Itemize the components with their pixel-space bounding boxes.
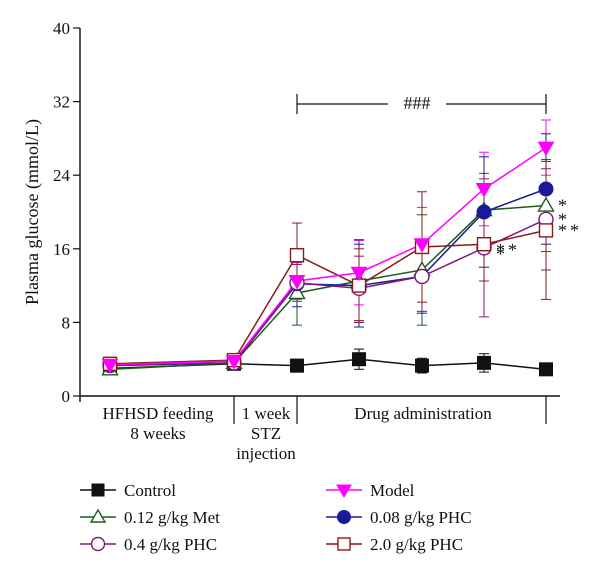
marker-triangle-down	[101, 358, 119, 374]
legend-label: Control	[124, 481, 176, 500]
y-tick-label: 8	[62, 313, 71, 332]
marker-triangle-up-open	[537, 196, 555, 212]
phase-label: injection	[236, 444, 296, 463]
marker-square-open	[289, 248, 305, 263]
significance-star: *	[496, 244, 508, 264]
y-tick-label: 0	[62, 387, 71, 406]
phase-label: STZ	[251, 424, 281, 443]
phase-label: Drug administration	[354, 404, 492, 423]
marker-triangle-down	[350, 266, 368, 282]
series-line	[109, 204, 547, 371]
series-markers	[101, 141, 555, 377]
phase-label: HFHSD feeding	[103, 404, 214, 423]
marker-triangle-down	[475, 183, 493, 198]
legend-entry: Model	[326, 481, 415, 500]
phase-label: 8 weeks	[130, 424, 185, 443]
marker-circle	[337, 510, 351, 524]
legend-label: 0.12 g/kg Met	[124, 508, 220, 527]
marker-square	[539, 362, 553, 377]
significance-star: *	[558, 209, 570, 229]
legend-label: 2.0 g/kg PHC	[370, 535, 463, 554]
series-lines	[109, 146, 547, 371]
marker-square-open	[476, 236, 492, 252]
marker-square	[352, 352, 366, 367]
marker-square	[415, 358, 429, 373]
phase-label: 1 week	[242, 404, 291, 423]
significance-stars: *******	[496, 196, 582, 264]
marker-triangle-down	[336, 484, 352, 498]
significance-star: *	[558, 196, 570, 216]
y-axis-title: Plasma glucose (mmol/L)	[22, 119, 43, 305]
legend-label: Model	[370, 481, 415, 500]
marker-triangle-up-open	[89, 508, 107, 523]
marker-triangle-down	[413, 238, 431, 253]
significance-label: ###	[404, 93, 431, 113]
marker-square-open	[337, 537, 351, 551]
marker-circle-open	[414, 268, 430, 285]
marker-triangle-down	[225, 355, 243, 370]
y-tick-label: 40	[53, 19, 70, 38]
marker-circle-open	[90, 536, 106, 552]
legend-entry: Control	[80, 481, 176, 500]
significance-star: **	[496, 240, 520, 260]
legend-entry: 0.12 g/kg Met	[80, 508, 220, 527]
legend-entry: 0.08 g/kg PHC	[326, 508, 472, 527]
y-tick-label: 32	[53, 93, 70, 112]
marker-square	[290, 358, 304, 373]
significance-star: **	[558, 220, 582, 240]
y-tick-label: 24	[53, 166, 71, 185]
y-tick-label: 16	[53, 240, 70, 259]
marker-square-open	[538, 223, 554, 238]
marker-square	[477, 355, 491, 370]
marker-square	[91, 483, 105, 497]
legend-entry: 0.4 g/kg PHC	[80, 535, 217, 554]
marker-circle	[538, 181, 554, 197]
marker-triangle-down	[537, 141, 555, 157]
legend-label: 0.08 g/kg PHC	[370, 508, 472, 527]
marker-triangle-down	[288, 275, 306, 290]
marker-triangle-up-open	[288, 284, 306, 300]
legend: Control Model 0.12 g/kg Met 0.08 g/kg PHC 0.…	[80, 481, 472, 554]
significance-bracket: ###	[296, 93, 547, 114]
marker-circle	[476, 204, 492, 220]
legend-label: 0.4 g/kg PHC	[124, 535, 217, 554]
legend-entry: 2.0 g/kg PHC	[326, 535, 463, 554]
axes: 0 8 16 24 32 40 Plasma glucose (mmol/L)	[22, 19, 560, 424]
series-line	[109, 146, 547, 366]
